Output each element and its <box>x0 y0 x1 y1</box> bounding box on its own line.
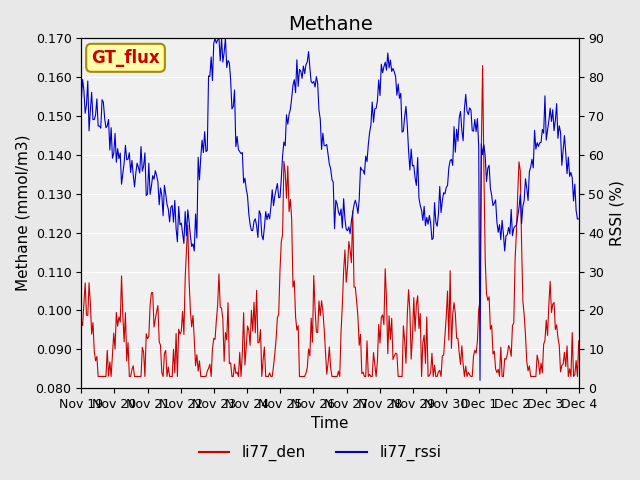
li77_den <box>575 338 582 344</box>
li77_den <box>509 323 516 328</box>
li77_rssi <box>476 377 484 383</box>
Y-axis label: Methane (mmol/m3): Methane (mmol/m3) <box>15 135 30 291</box>
li77_rssi <box>211 36 219 41</box>
li77_den <box>94 373 102 379</box>
li77_rssi <box>94 123 102 129</box>
Title: Methane: Methane <box>287 15 372 34</box>
li77_den <box>573 373 581 379</box>
li77_rssi <box>509 233 516 239</box>
li77_den <box>479 63 486 69</box>
li77_den <box>95 373 103 379</box>
Line: li77_rssi: li77_rssi <box>81 38 579 380</box>
li77_rssi <box>110 151 118 156</box>
li77_den <box>335 368 342 374</box>
li77_den <box>433 373 441 379</box>
li77_rssi <box>77 98 85 104</box>
X-axis label: Time: Time <box>311 417 349 432</box>
li77_rssi <box>433 223 441 229</box>
li77_den <box>111 347 119 352</box>
Y-axis label: RSSI (%): RSSI (%) <box>610 180 625 246</box>
Line: li77_den: li77_den <box>81 66 579 376</box>
li77_den <box>77 318 85 324</box>
li77_rssi <box>575 216 582 222</box>
Legend: li77_den, li77_rssi: li77_den, li77_rssi <box>193 439 447 468</box>
li77_rssi <box>573 216 581 222</box>
Text: GT_flux: GT_flux <box>92 49 160 67</box>
li77_rssi <box>335 209 342 215</box>
